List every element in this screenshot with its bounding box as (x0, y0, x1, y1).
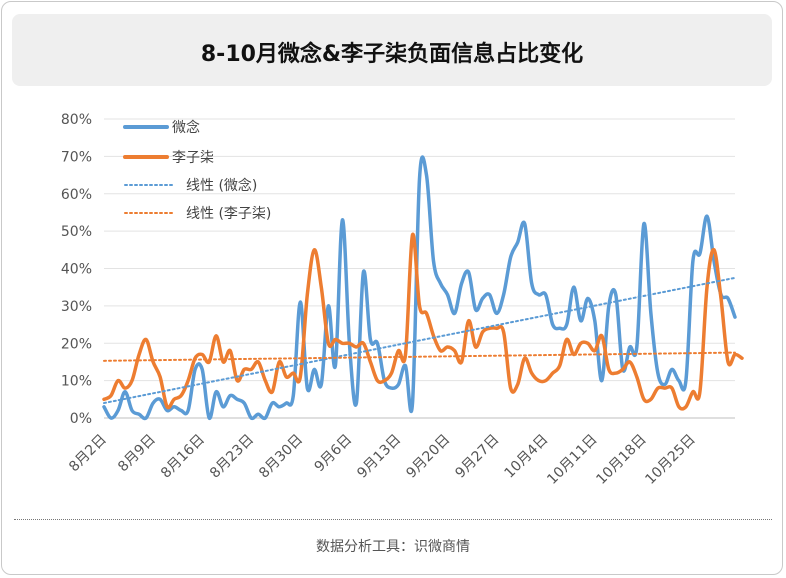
y-tick-label: 10% (61, 374, 92, 390)
y-tick-label: 70% (61, 149, 92, 165)
x-tick-label: 8月16日 (158, 432, 208, 482)
x-tick-label: 8月9日 (115, 432, 159, 476)
y-tick-label: 30% (61, 299, 92, 315)
trendline (103, 276, 736, 405)
x-tick-label: 9月20日 (403, 432, 453, 482)
y-tick-label: 60% (61, 187, 92, 203)
chart-title: 8-10月微念&李子柒负面信息占比变化 (200, 42, 584, 67)
footer-divider (14, 519, 772, 520)
x-tick-label: 8月30日 (256, 432, 306, 482)
x-tick-label: 9月13日 (354, 432, 404, 482)
x-tick-label: 8月2日 (66, 432, 110, 476)
x-tick-label: 9月27日 (452, 432, 502, 482)
x-tick-label: 10月11日 (544, 432, 600, 488)
y-tick-label: 80% (61, 112, 92, 128)
legend-label: 线性 (微念) (186, 177, 257, 194)
y-tick-label: 0% (70, 411, 92, 427)
x-tick-label: 10月4日 (502, 432, 552, 482)
x-tick-label: 10月25日 (642, 432, 698, 488)
x-tick-label: 8月23日 (207, 432, 257, 482)
series-line (102, 155, 737, 421)
x-tick-label: 9月6日 (311, 432, 355, 476)
legend-label: 线性 (李子柒) (186, 206, 271, 222)
legend-label: 李子柒 (172, 150, 214, 166)
trendline (103, 351, 736, 362)
footer-source: 数据分析工具：识微商情 (316, 539, 470, 555)
y-tick-label: 20% (61, 336, 92, 352)
y-tick-label: 40% (61, 262, 92, 278)
legend-label: 微念 (172, 119, 200, 136)
series-line (102, 232, 744, 411)
x-tick-label: 10月18日 (593, 432, 649, 488)
title-box: 8-10月微念&李子柒负面信息占比变化 (12, 14, 772, 86)
y-tick-label: 50% (61, 224, 92, 240)
